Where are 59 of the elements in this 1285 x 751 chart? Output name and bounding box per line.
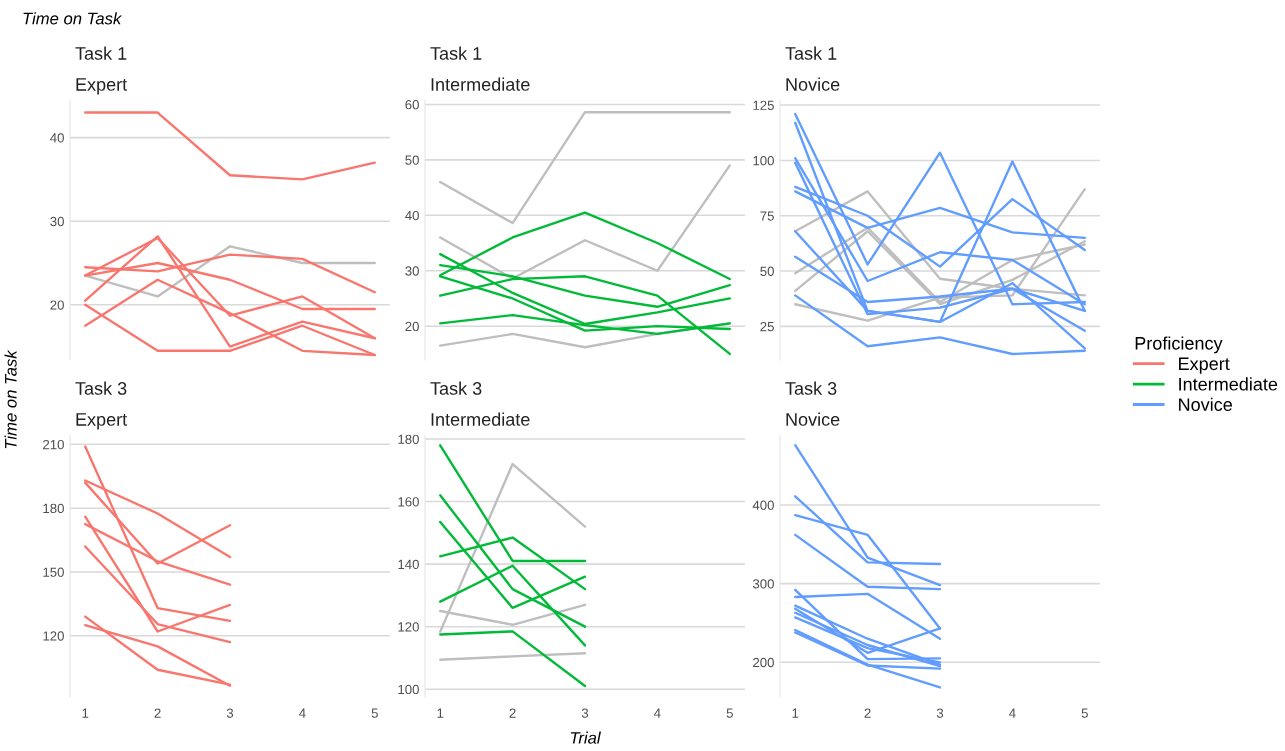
chart-subtitle: Intermediate <box>431 412 530 426</box>
chart-subtitle: Novice <box>786 412 840 426</box>
x-tick-label: 4 <box>299 708 306 718</box>
y-tick-label: 200 <box>753 657 774 668</box>
y-tick-label: 100 <box>753 155 774 166</box>
y-axis-title: Time on Task <box>4 349 17 449</box>
x-tick-label: 1 <box>792 708 799 718</box>
y-tick-label: 180 <box>398 434 419 444</box>
y-tick-label: 120 <box>398 622 419 632</box>
y-tick-label: 180 <box>43 503 64 514</box>
y-tick-label: 50 <box>760 266 774 276</box>
y-tick-label: 20 <box>50 300 64 310</box>
y-tick-label: 60 <box>405 100 419 110</box>
text: Time on Task <box>23 12 122 25</box>
legend-label: Novice <box>1179 397 1232 412</box>
x-tick-label: 1 <box>82 708 89 718</box>
y-tick-label: 100 <box>398 684 419 695</box>
y-tick-label: 210 <box>43 439 64 450</box>
x-tick-label: 5 <box>371 708 378 718</box>
legend-label: Intermediate <box>1179 377 1278 391</box>
chart-subtitle: Novice <box>786 77 840 91</box>
chart-title: Task 3 <box>75 381 127 395</box>
y-tick-label: 140 <box>398 559 419 570</box>
chart-title: Task 1 <box>75 46 127 60</box>
chart-title: Task 1 <box>785 46 837 60</box>
x-tick-label: 5 <box>1081 708 1088 718</box>
chart-title: Task 3 <box>430 381 482 395</box>
x-tick-label: 1 <box>437 708 444 718</box>
y-tick-label: 25 <box>760 321 774 332</box>
x-tick-label: 4 <box>654 708 661 718</box>
legend-title: Proficiency <box>1135 336 1223 354</box>
y-tick-label: 300 <box>752 579 774 589</box>
y-tick-label: 40 <box>405 210 419 221</box>
legend-label: Expert <box>1179 357 1230 374</box>
chart-title: Task 1 <box>430 46 482 60</box>
chart-title: Task 3 <box>785 381 837 395</box>
y-tick-label: 120 <box>43 631 64 641</box>
y-tick-label: 20 <box>405 321 419 332</box>
x-tick-label: 3 <box>581 708 589 718</box>
chart-subtitle: Expert <box>76 413 128 430</box>
y-tick-label: 160 <box>398 497 419 507</box>
x-tick-label: 2 <box>509 708 516 718</box>
x-axis-title: Trial <box>570 731 601 744</box>
x-tick-label: 4 <box>1009 708 1016 718</box>
x-tick-label: 5 <box>726 708 733 718</box>
x-tick-label: 3 <box>226 708 234 718</box>
y-tick-label: 30 <box>50 216 64 227</box>
y-tick-label: 150 <box>43 567 64 577</box>
y-tick-label: 125 <box>753 100 774 110</box>
x-tick-label: 2 <box>864 708 871 718</box>
y-tick-label: 75 <box>760 211 774 221</box>
y-tick-label: 30 <box>405 266 419 276</box>
chart-subtitle: Intermediate <box>431 77 530 91</box>
y-tick-label: 50 <box>405 155 419 165</box>
y-tick-label: 40 <box>50 133 64 143</box>
x-tick-label: 3 <box>936 708 944 718</box>
chart-subtitle: Expert <box>76 78 128 95</box>
x-tick-label: 2 <box>154 708 161 718</box>
y-tick-label: 400 <box>752 500 774 510</box>
